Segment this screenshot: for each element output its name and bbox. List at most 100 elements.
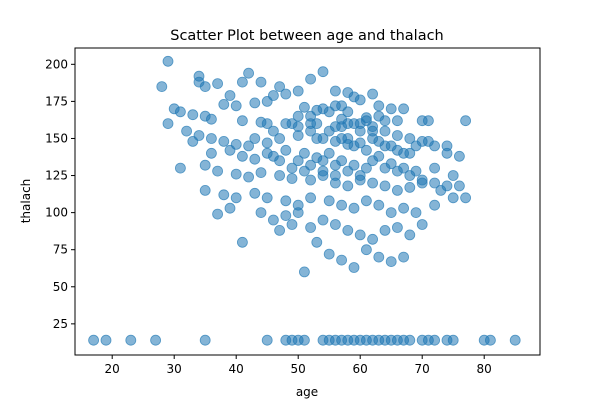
scatter-point [342,165,354,177]
scatter-point [360,162,372,174]
scatter-point [162,55,174,67]
scatter-point [329,159,341,171]
scatter-point [230,168,242,180]
scatter-point [261,137,273,149]
scatter-point [367,88,379,100]
scatter-point [243,67,255,79]
scatter-point [367,155,379,167]
x-axis-label: age [296,385,318,399]
scatter-point [373,100,385,112]
scatter-point [236,76,248,88]
scatter-point [441,180,453,192]
scatter-point [385,103,397,115]
scatter-point [354,94,366,106]
y-tick-label: 25 [53,317,68,331]
scatter-point [267,90,279,101]
scatter-point [416,219,428,230]
scatter-point [199,334,211,346]
scatter-point [429,334,441,346]
scatter-point [367,233,379,245]
y-tick-label: 150 [45,131,68,145]
scatter-point [218,99,230,110]
scatter-point [255,76,267,88]
scatter-point [230,192,242,204]
scatter-point [205,113,217,125]
scatter-point [292,85,304,97]
scatter-point [323,147,335,159]
scatter-point [460,115,472,127]
scatter-point [404,181,416,193]
scatter-point [305,110,317,122]
scatter-point [236,115,248,127]
scatter-point [305,222,317,233]
scatter-point [286,173,298,184]
scatter-point [261,147,273,159]
scatter-point [292,155,304,167]
scatter-point [416,174,428,186]
y-axis-ticks: 25 50 75 100 125 150 175 200 [45,57,75,331]
scatter-point [360,195,372,207]
scatter-point [385,207,397,219]
scatter-point [391,165,403,177]
scatter-point [379,224,391,236]
scatter-point [354,118,366,129]
scatter-point [249,97,261,109]
scatter-point [453,150,465,162]
scatter-point [447,170,459,181]
scatter-point [199,81,211,92]
scatter-point [274,81,286,92]
scatter-point [404,229,416,241]
y-tick-label: 175 [45,94,68,108]
scatter-point [156,81,168,92]
scatter-point [404,334,416,346]
scatter-point [329,85,341,97]
scatter-point [280,144,292,156]
scatter-point [298,165,310,177]
scatter-point [236,150,248,162]
x-tick-label: 50 [291,362,306,376]
scatter-point [329,100,341,112]
scatter-point [373,199,385,211]
chart-title: Scatter Plot between age and thalach [170,28,444,44]
scatter-point [212,165,224,177]
scatter-point [379,162,391,174]
scatter-point [398,147,410,159]
scatter-point [373,110,385,122]
scatter-point [224,202,236,214]
scatter-point [329,219,341,230]
scatter-point [311,236,323,248]
scatter-point [249,133,261,144]
scatter-point [422,115,434,127]
scatter-point [181,125,193,137]
scatter-point [218,189,230,201]
scatter-point [261,118,273,129]
scatter-point [367,125,379,137]
scatter-point [342,180,354,192]
scatter-point [305,174,317,186]
scatter-point [404,170,416,181]
scatter-point [274,133,286,144]
scatter-point [187,109,199,121]
scatter-point [391,184,403,196]
scatter-point [280,118,292,129]
scatter-point [274,155,286,167]
scatter-point [429,177,441,189]
scatter-point [249,153,261,165]
scatter-point [329,170,341,181]
scatter-point [391,115,403,127]
scatter-point [174,162,186,174]
scatter-point [187,135,199,147]
plot-frame [74,47,541,356]
scatter-point [298,334,310,346]
scatter-point [298,147,310,159]
scatter-point [484,334,496,346]
scatter-point [398,103,410,115]
scatter-point [292,130,304,141]
scatter-point [342,133,354,144]
x-tick-label: 20 [105,362,120,376]
x-tick-label: 80 [477,362,492,376]
scatter-point [224,144,236,156]
scatter-point [429,199,441,211]
scatter-point [230,100,242,112]
scatter-point [453,180,465,192]
